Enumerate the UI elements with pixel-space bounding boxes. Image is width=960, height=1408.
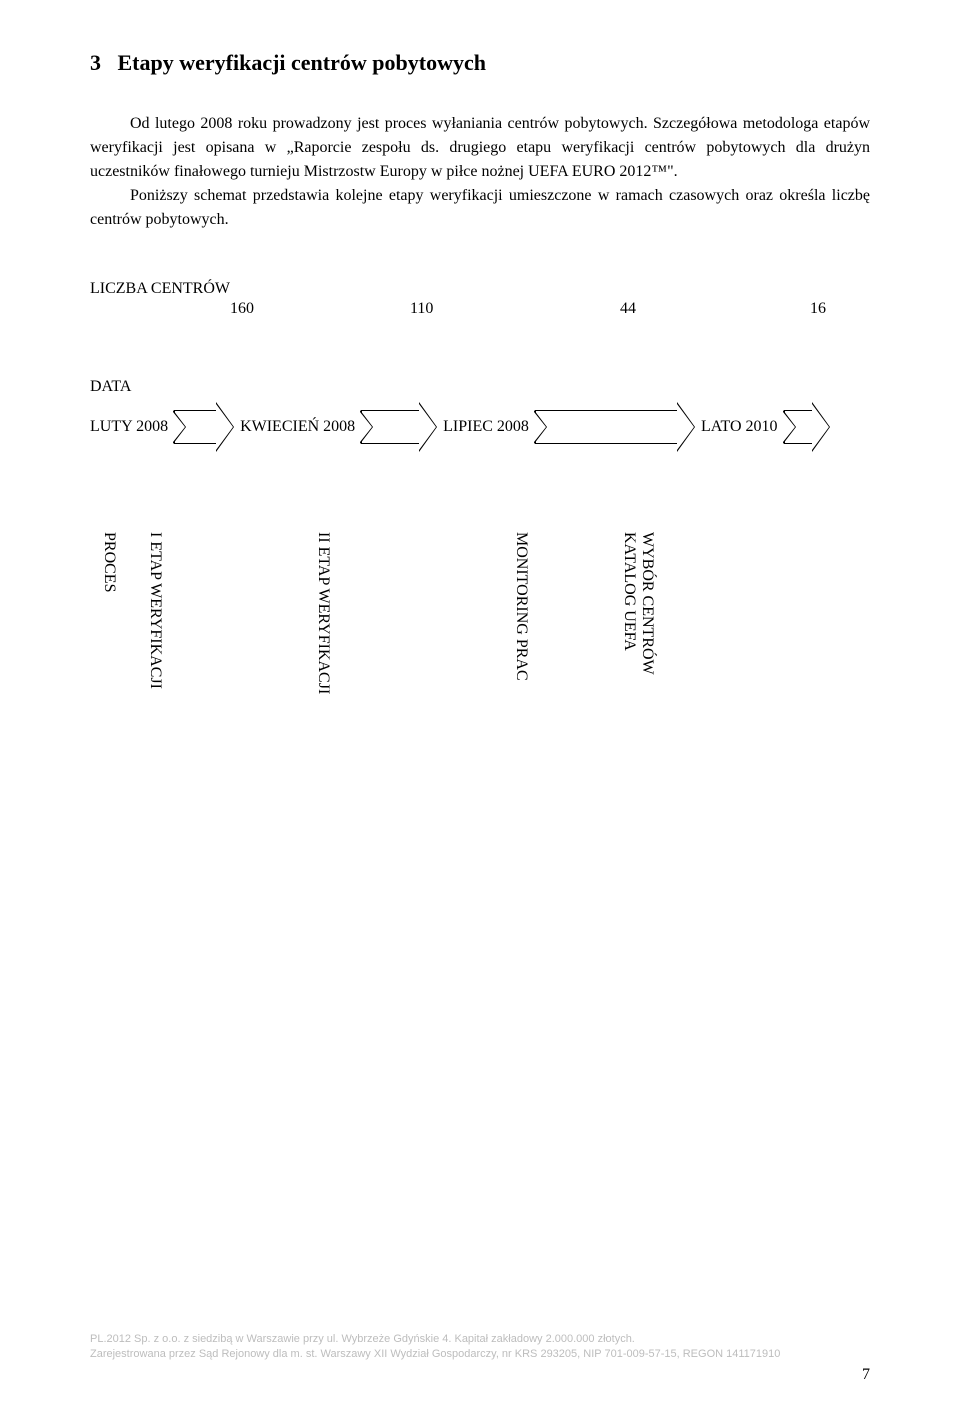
process-step-3: MONITORING PRAC: [512, 532, 530, 681]
process-label: PROCES: [100, 532, 118, 592]
timeline-item-2: KWIECIEŃ 2008: [240, 418, 355, 436]
timeline-item-1: LUTY 2008: [90, 418, 168, 436]
page-number: 7: [90, 1366, 870, 1384]
data-label: DATA: [90, 378, 870, 396]
paragraph-2: Poniższy schemat przedstawia kolejne eta…: [90, 184, 870, 232]
footer-line-2: Zarejestrowana przez Sąd Rejonowy dla m.…: [90, 1347, 870, 1362]
counts-label: LICZBA CENTRÓW: [90, 280, 870, 298]
timeline-item-4: LATO 2010: [701, 418, 778, 436]
footer-line-1: PL.2012 Sp. z o.o. z siedzibą w Warszawi…: [90, 1332, 870, 1347]
process-row: PROCES I ETAP WERYFIKACJI II ETAP WERYFI…: [90, 532, 870, 694]
arrow-icon: [784, 402, 830, 452]
paragraph-1-text: Od lutego 2008 roku prowadzony jest proc…: [90, 115, 870, 180]
process-step-1: I ETAP WERYFIKACJI: [146, 532, 164, 689]
timeline-item-3: LIPIEC 2008: [443, 418, 529, 436]
timeline-row: LUTY 2008 KWIECIEŃ 2008 LIPIEC 2008 LATO…: [90, 402, 870, 452]
section-number: 3: [90, 50, 101, 75]
count-4: 16: [810, 300, 870, 318]
process-step-4-line2: KATALOG UEFA: [621, 532, 638, 651]
count-3: 44: [620, 300, 680, 318]
section-heading: Etapy weryfikacji centrów pobytowych: [118, 50, 486, 75]
counts-row: 160 110 44 16: [90, 300, 870, 318]
process-step-4-line1: WYBÓR CENTRÓW: [639, 532, 656, 675]
count-1: 160: [230, 300, 290, 318]
count-2: 110: [410, 300, 470, 318]
arrow-icon: [174, 402, 234, 452]
paragraph-2-text: Poniższy schemat przedstawia kolejne eta…: [90, 187, 870, 228]
arrow-icon: [361, 402, 437, 452]
counts-block: LICZBA CENTRÓW 160 110 44 16: [90, 280, 870, 318]
arrow-icon: [535, 402, 695, 452]
page-footer: PL.2012 Sp. z o.o. z siedzibą w Warszawi…: [0, 1332, 960, 1384]
process-step-4: WYBÓR CENTRÓW KATALOG UEFA: [620, 532, 656, 675]
section-title: 3 Etapy weryfikacji centrów pobytowych: [90, 50, 870, 76]
paragraph-1: Od lutego 2008 roku prowadzony jest proc…: [90, 112, 870, 184]
process-step-2: II ETAP WERYFIKACJI: [314, 532, 332, 694]
